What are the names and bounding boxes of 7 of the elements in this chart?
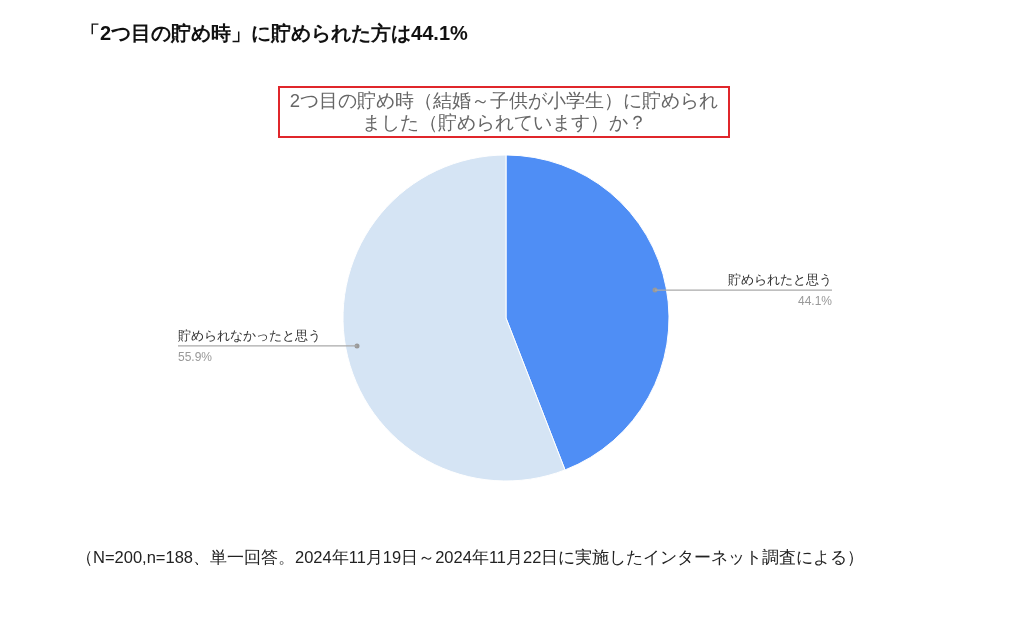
- slice-label: 貯められたと思う: [728, 272, 832, 288]
- chart-title: 「2つ目の貯め時」に貯められた方は44.1%: [80, 21, 468, 46]
- text: （N=200,n=188、単一回答。2024年11月19日～2024年11月22日に実施したインターネット調査による）: [76, 547, 866, 568]
- data-label: 55.9%: [178, 349, 213, 364]
- slice-label: 貯められなかったと思う: [178, 327, 321, 343]
- data-label: 44.1%: [797, 294, 833, 309]
- chart-subtitle: 2つ目の貯め時（結婚～子供が小学生）に貯められました（貯められています）か？: [278, 86, 730, 138]
